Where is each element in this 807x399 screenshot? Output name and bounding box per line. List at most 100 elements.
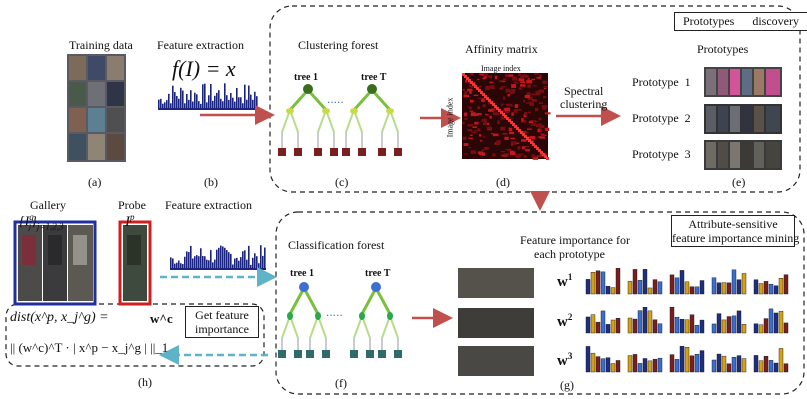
importance-bar (699, 280, 705, 295)
gallery-label: Gallery (30, 198, 66, 212)
caption-b: (b) (204, 175, 218, 189)
importance-bar (632, 269, 638, 295)
wc-label: w^c (150, 311, 173, 326)
importance-bar (778, 311, 784, 334)
distance-formula-line-1: dist(x^p, x_j^g) = (10, 310, 109, 325)
importance-bar (657, 323, 663, 334)
prototype-1-images (704, 67, 782, 97)
importance-bar (753, 279, 759, 295)
clustering-tree-1-label: tree 1 (294, 72, 318, 83)
clustering-forest-label: Clustering forest (298, 38, 379, 52)
importance-bar (600, 358, 606, 373)
importance-bar (674, 316, 680, 334)
histogram-bars-bottom (170, 245, 266, 268)
affinity-matrix-label: Affinity matrix (465, 42, 538, 56)
importance-bar (652, 279, 658, 295)
importance-bar (778, 278, 784, 295)
importance-bar (590, 352, 596, 373)
importance-bar (726, 316, 732, 334)
importance-bar (721, 319, 727, 334)
importance-bar (605, 357, 611, 373)
importance-bar (674, 277, 680, 295)
importance-bar (736, 355, 742, 373)
importance-bar (669, 274, 675, 295)
importance-bar (637, 280, 643, 295)
caption-f: (f) (335, 376, 347, 390)
feature-mining-panel (275, 211, 805, 395)
get-feature-line-2: importance (195, 322, 249, 336)
importance-bar (694, 325, 700, 334)
bottom-prototype-images (458, 268, 534, 376)
importance-bar (689, 314, 695, 334)
importance-bar (773, 312, 779, 334)
importance-bar (585, 316, 591, 334)
importance-bar (694, 286, 700, 295)
feature-formula: f(I) = x (172, 56, 236, 81)
importance-bar (758, 283, 764, 295)
attr-line-1: Attribute-sensitive (688, 217, 778, 231)
importance-bar (768, 360, 774, 373)
feature-importance-bars (585, 268, 789, 373)
importance-bar (699, 350, 705, 373)
importance-bar (585, 279, 591, 295)
importance-bar (600, 310, 606, 334)
importance-bar (699, 319, 705, 334)
classification-forest-label: Classification forest (288, 238, 385, 252)
importance-bar (716, 282, 722, 295)
importance-bar (632, 354, 638, 373)
importance-bar (753, 355, 759, 373)
importance-bar (763, 356, 769, 373)
importance-bar (773, 285, 779, 295)
attr-line-2: feature importance mining (672, 231, 800, 245)
affinity-matrix-image (462, 73, 551, 160)
importance-bar (600, 271, 606, 295)
importance-bar (652, 319, 658, 334)
importance-bar (627, 355, 633, 373)
importance-bar (595, 321, 601, 334)
spectral-label: Spectral (564, 84, 604, 98)
image-index-side-label: Image index (445, 97, 455, 138)
probe-formula: Ip (125, 212, 135, 230)
w3-label: w3 (557, 351, 573, 369)
importance-bar (736, 279, 742, 295)
importance-bar (741, 324, 747, 334)
importance-bar (768, 283, 774, 295)
importance-bar (637, 310, 643, 334)
attribute-sensitive-box: Attribute-sensitive feature importance m… (671, 215, 800, 247)
ellipsis-bottom: ..... (326, 305, 343, 319)
classification-tree-1 (278, 282, 330, 358)
clustering-tree-1 (278, 84, 338, 156)
importance-bar (711, 277, 717, 295)
image-index-top-label: Image index (481, 64, 521, 73)
caption-c: (c) (335, 175, 349, 189)
importance-bar (763, 318, 769, 334)
importance-bar (741, 273, 747, 295)
training-data-images (67, 54, 126, 162)
feature-importance-label-2: each prototype (534, 247, 605, 261)
importance-bar (669, 307, 675, 334)
importance-bar (731, 315, 737, 334)
caption-a: (a) (88, 175, 102, 189)
importance-bar (689, 355, 695, 373)
probe-label: Probe (118, 198, 146, 212)
importance-bar (731, 269, 737, 295)
prototype-1-label: Prototype 1 (632, 75, 691, 89)
clustering-label: clustering (560, 97, 608, 111)
importance-bar (627, 281, 633, 295)
importance-bar (647, 310, 653, 334)
classification-tree-1-label: tree 1 (290, 268, 314, 279)
probe-image (118, 220, 152, 306)
importance-bar (753, 323, 759, 334)
feature-histogram-top (158, 108, 258, 110)
importance-bar (689, 286, 695, 295)
classification-tree-T (350, 282, 402, 358)
importance-bar (637, 363, 643, 373)
importance-bar (763, 281, 769, 295)
prototype-3-images (704, 140, 782, 170)
caption-g: (g) (560, 378, 574, 392)
importance-bar (679, 319, 685, 334)
importance-bar (642, 307, 648, 334)
caption-e: (e) (732, 175, 746, 189)
importance-bar (741, 358, 747, 373)
